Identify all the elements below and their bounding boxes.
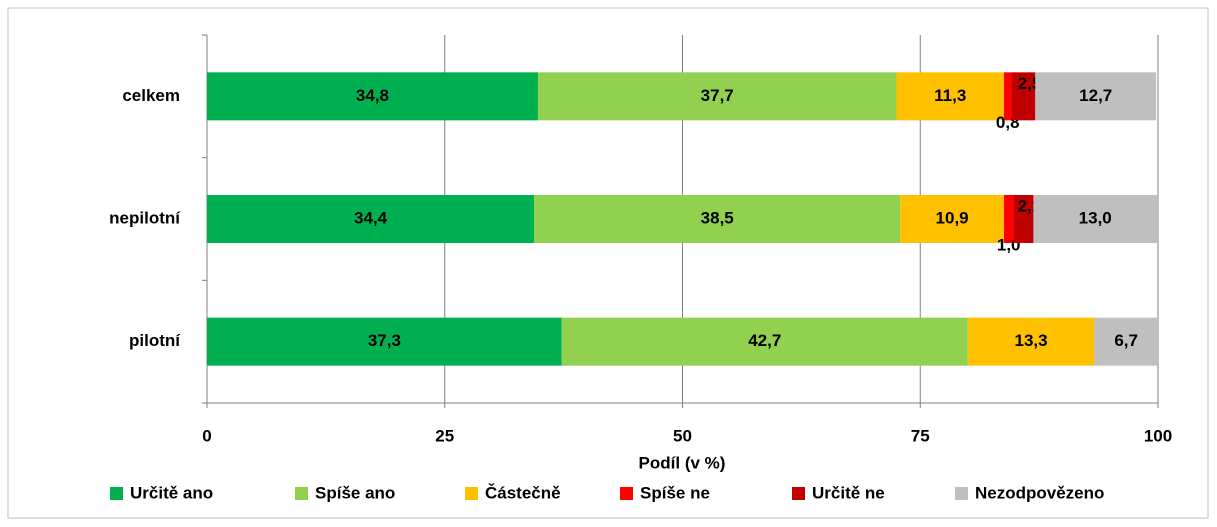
x-tick-label: 50 [673, 426, 692, 445]
legend-label: Nezodpovězeno [975, 483, 1104, 502]
bar-segment [1033, 195, 1158, 243]
data-label: 42,7 [748, 331, 781, 350]
y-tick-label: nepilotní [109, 208, 181, 227]
legend-swatch [110, 487, 123, 500]
legend-swatch [955, 487, 968, 500]
bar-segment [534, 195, 901, 243]
data-label: 38,5 [701, 208, 734, 227]
legend-label: Spíše ano [315, 483, 395, 502]
legend-swatch [620, 487, 633, 500]
bar-segment [967, 317, 1095, 366]
bar-segment [900, 195, 1004, 243]
bar-segment [537, 72, 897, 121]
legend-swatch [792, 487, 805, 500]
data-label: 37,7 [701, 86, 734, 105]
x-axis-title: Podíl (v %) [639, 453, 726, 472]
data-label: 37,3 [368, 331, 401, 350]
x-tick-label: 100 [1144, 426, 1172, 445]
x-tick-label: 0 [202, 426, 211, 445]
legend-label: Určitě ne [812, 483, 885, 502]
legend-label: Určitě ano [130, 483, 213, 502]
bar-segment [207, 195, 535, 243]
y-tick-label: pilotní [129, 331, 181, 350]
legend-swatch [295, 487, 308, 500]
data-label: 12,7 [1079, 86, 1112, 105]
x-tick-label: 75 [911, 426, 930, 445]
legend-label: Částečně [485, 483, 561, 502]
x-tick-label: 25 [435, 426, 454, 445]
data-label: 34,8 [356, 86, 389, 105]
legend-swatch [465, 487, 478, 500]
legend-label: Spíše ne [640, 483, 710, 502]
bar-segment [1094, 317, 1158, 366]
data-label: 13,3 [1014, 331, 1047, 350]
bar-segment [207, 317, 562, 366]
data-label: 34,4 [354, 208, 388, 227]
data-label: 10,9 [936, 208, 969, 227]
bar-segment [1003, 195, 1014, 243]
data-label: 13,0 [1079, 208, 1112, 227]
bar-segment [561, 317, 968, 366]
bar-segment [207, 72, 538, 121]
bar-segment [1035, 72, 1157, 121]
bar-segment [1013, 195, 1034, 243]
data-label: 6,7 [1114, 331, 1138, 350]
data-label: 11,3 [934, 86, 966, 105]
bar-segment [1003, 72, 1012, 121]
bar-segment [896, 72, 1004, 121]
bar-segment [1011, 72, 1036, 121]
y-tick-label: celkem [122, 86, 180, 105]
